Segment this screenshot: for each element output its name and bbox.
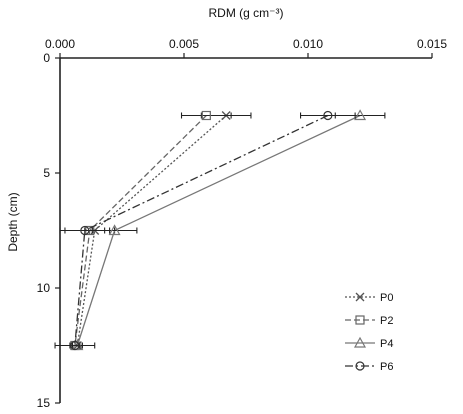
series-line-p0: [76, 115, 227, 346]
series-layer: [54, 109, 386, 351]
series-p6: [59, 110, 356, 351]
x-tick-label: 0.000: [45, 37, 75, 51]
data-point-p2: [201, 110, 211, 121]
data-point-p6: [80, 225, 90, 236]
y-tick-label: 0: [43, 51, 50, 65]
legend-marker: [355, 292, 365, 302]
axes: 0.000 0.005 0.010 0.015 0 5 10 15: [37, 37, 448, 410]
legend-marker: [355, 361, 365, 371]
legend-label: P0: [380, 292, 393, 304]
legend-label: P4: [380, 338, 393, 350]
x-tick-label: 0.015: [417, 37, 447, 51]
x-axis-title: RDM (g cm⁻³): [209, 6, 284, 20]
legend-item-p4: P4: [345, 336, 393, 350]
legend-marker: [353, 336, 367, 348]
legend-label: P6: [380, 361, 393, 373]
legend-item-p0: P0: [345, 292, 393, 304]
data-point-p4: [108, 224, 121, 236]
x-tick-label: 0.010: [293, 37, 323, 51]
series-p4: [71, 109, 386, 351]
data-point-p6: [323, 110, 333, 121]
x-tick-label: 0.005: [169, 37, 199, 51]
legend-label: P2: [380, 315, 393, 327]
legend: P0 P2 P4 P6: [345, 292, 393, 373]
data-point-p4: [354, 109, 367, 121]
y-axis-title: Depth (cm): [6, 192, 20, 251]
legend-marker: [355, 315, 365, 325]
data-point-p6: [70, 340, 80, 351]
y-tick-label: 5: [43, 166, 50, 180]
y-tick-label: 15: [37, 396, 51, 410]
y-tick-label: 10: [37, 281, 51, 295]
legend-item-p2: P2: [345, 315, 393, 327]
legend-item-p6: P6: [345, 361, 393, 373]
